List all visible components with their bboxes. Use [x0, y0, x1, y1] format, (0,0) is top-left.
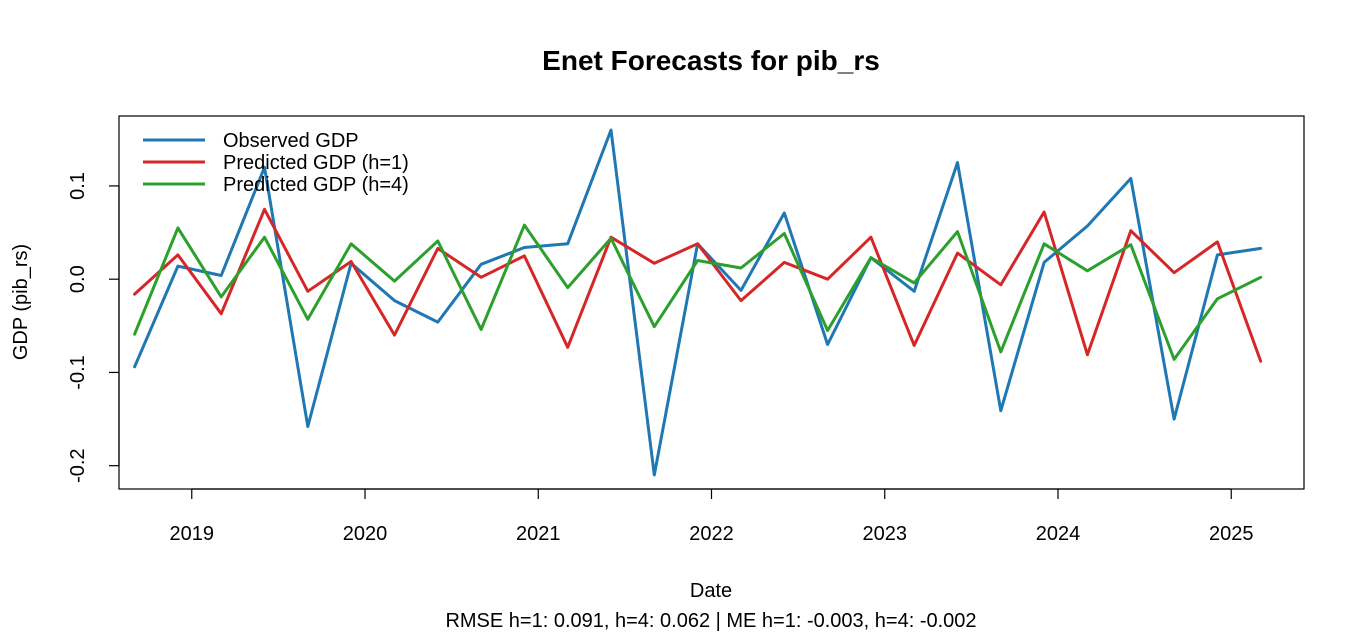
x-tick-label: 2021: [516, 523, 561, 545]
x-tick-label: 2025: [1209, 523, 1254, 545]
y-tick-label: -0.1: [67, 355, 89, 389]
y-tick-label: -0.2: [67, 448, 89, 482]
x-tick-label: 2020: [343, 523, 388, 545]
x-tick-label: 2019: [170, 523, 215, 545]
x-tick-label: 2024: [1036, 523, 1081, 545]
legend-label-1: Observed GDP: [223, 130, 359, 152]
series-group: [133, 128, 1263, 477]
series-line-3: [133, 223, 1263, 361]
legend-label-2: Predicted GDP (h=1): [223, 152, 409, 174]
y-axis-label: GDP (pib_rs): [10, 244, 32, 360]
chart-title: Enet Forecasts for pib_rs: [542, 45, 880, 76]
legend-label-3: Predicted GDP (h=4): [223, 174, 409, 196]
x-tick-label: 2022: [689, 523, 734, 545]
x-tick-label: 2023: [862, 523, 907, 545]
y-axis: -0.2 -0.1 0.0 0.1: [67, 172, 120, 483]
chart-subtitle: RMSE h=1: 0.091, h=4: 0.062 | ME h=1: -0…: [445, 610, 976, 632]
x-axis: 2019 2020 2021 2022 2023 2024 2025: [170, 488, 1254, 545]
y-tick-label: 0.1: [67, 172, 89, 200]
y-tick-label: 0.0: [67, 265, 89, 293]
x-axis-label: Date: [690, 580, 732, 602]
series-line-2: [133, 207, 1263, 363]
